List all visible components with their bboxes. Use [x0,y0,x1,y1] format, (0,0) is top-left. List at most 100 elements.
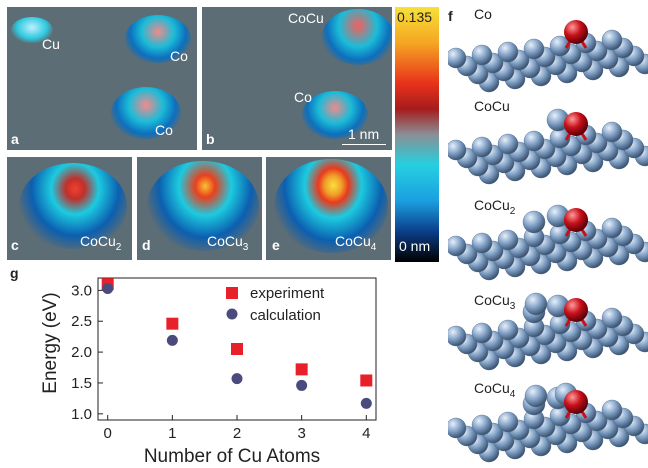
surface-atom [497,41,519,63]
surface-atom [497,229,519,251]
cocu2-label: CoCu2 [80,233,122,253]
surface-atom [471,136,493,158]
scale-bar [342,144,386,145]
cocu3-peak [147,161,259,251]
cu-adatom [524,292,548,316]
calculation-point [166,334,178,346]
legend-experiment-label: experiment [250,285,325,302]
surface-atom [497,319,519,341]
surface-atom [448,139,467,161]
panel-label-b: b [206,131,215,147]
y-tick-label: 1.5 [71,375,92,392]
structure-model [448,382,648,463]
y-tick-label: 2.0 [71,344,92,361]
panel-label-c: c [11,237,19,253]
cu-label: Cu [42,36,60,52]
experiment-point [295,363,308,376]
colorbar-min-label: 0 nm [399,238,431,254]
structure-label-cocu3: CoCu3 [474,292,516,312]
cocu-peak [322,9,392,65]
stm-panel-b: CoCu Co 1 nm b [202,7,392,150]
panel-label-g: g [10,265,19,281]
surface-atom [601,29,623,51]
co-label: Co [170,48,188,64]
colorbar-max-label: 0.135 [397,9,433,25]
panel-label-f: f [448,8,453,24]
stm-panel-d: d CoCu3 [137,157,262,260]
experiment-point [360,374,373,387]
experiment-point [231,343,243,355]
cu-adatom [522,210,546,234]
structure-model [448,20,648,93]
cocu2-peak [19,163,127,249]
x-tick-label: 2 [233,425,241,442]
stm-panel-c: c CoCu2 [7,157,132,260]
structure-label-cocu: CoCu [474,98,510,114]
cu-adatom-peak [11,17,53,43]
x-tick-label: 3 [297,425,305,442]
y-axis-label: Energy (eV) [40,292,61,393]
surface-atom [601,307,623,329]
y-tick-label: 3.0 [71,282,92,299]
surface-atom [601,217,623,239]
y-tick-label: 1.0 [71,406,92,423]
y-tick-label: 2.5 [71,313,92,330]
surface-atom [471,44,493,66]
calculation-point [231,373,243,385]
cocu4-peak [274,159,388,253]
surface-atom [601,121,623,143]
panel-label-e: e [272,237,280,253]
legend-calculation-marker [226,308,238,320]
x-tick-label: 0 [104,425,112,442]
surface-atom [497,411,519,433]
x-axis-label: Number of Cu Atoms [144,446,320,466]
surface-atom [471,414,493,436]
structure-label-co: Co [474,6,492,22]
energy-chart: Energy (eV) Number of Cu Atoms 0 1 2 3 4 1.0 1… [40,277,377,466]
co-adatom-peak [302,91,368,139]
scale-bar-label: 1 nm [348,126,380,142]
structure-models [448,20,648,463]
co-label: Co [155,122,173,138]
stm-panel-e: e CoCu4 [266,157,391,260]
panel-label-d: d [142,237,151,253]
co-atom [564,298,588,322]
structure-label-cocu4: CoCu4 [474,380,516,400]
co-atom [564,20,588,44]
surface-atom [448,47,467,69]
cocu3-label: CoCu3 [207,233,249,253]
structure-model [448,108,648,185]
surface-atom [448,235,467,257]
surface-atom [497,133,519,155]
legend-experiment-marker [226,287,238,299]
co-atom [564,208,588,232]
co-adatom-peak [111,87,181,139]
surface-atom [523,130,545,152]
co-label: Co [294,89,312,105]
surface-atom [471,232,493,254]
co-atom [564,390,588,414]
structure-model [448,292,648,371]
legend-calculation-label: calculation [250,307,321,324]
calculation-point [296,379,308,391]
height-colorbar [395,7,439,262]
experiment-point [166,317,179,330]
co-atom [564,112,588,136]
cu-adatom [524,384,548,408]
surface-atom [523,38,545,60]
x-tick-label: 1 [168,425,176,442]
calculation-point [102,282,114,294]
x-tick-label: 4 [362,425,370,442]
structure-model [448,204,648,281]
cocu4-label: CoCu4 [335,233,377,253]
surface-atom [448,325,467,347]
calculation-point [360,397,372,409]
surface-atom [601,399,623,421]
panel-label-a: a [11,131,19,147]
stm-panel-a: Cu Co Co a [7,7,197,150]
surface-atom [448,417,467,439]
structure-label-cocu2: CoCu2 [474,197,516,217]
surface-atom [549,35,571,57]
co-adatom-peak [125,15,191,63]
cocu-label: CoCu [288,10,324,26]
